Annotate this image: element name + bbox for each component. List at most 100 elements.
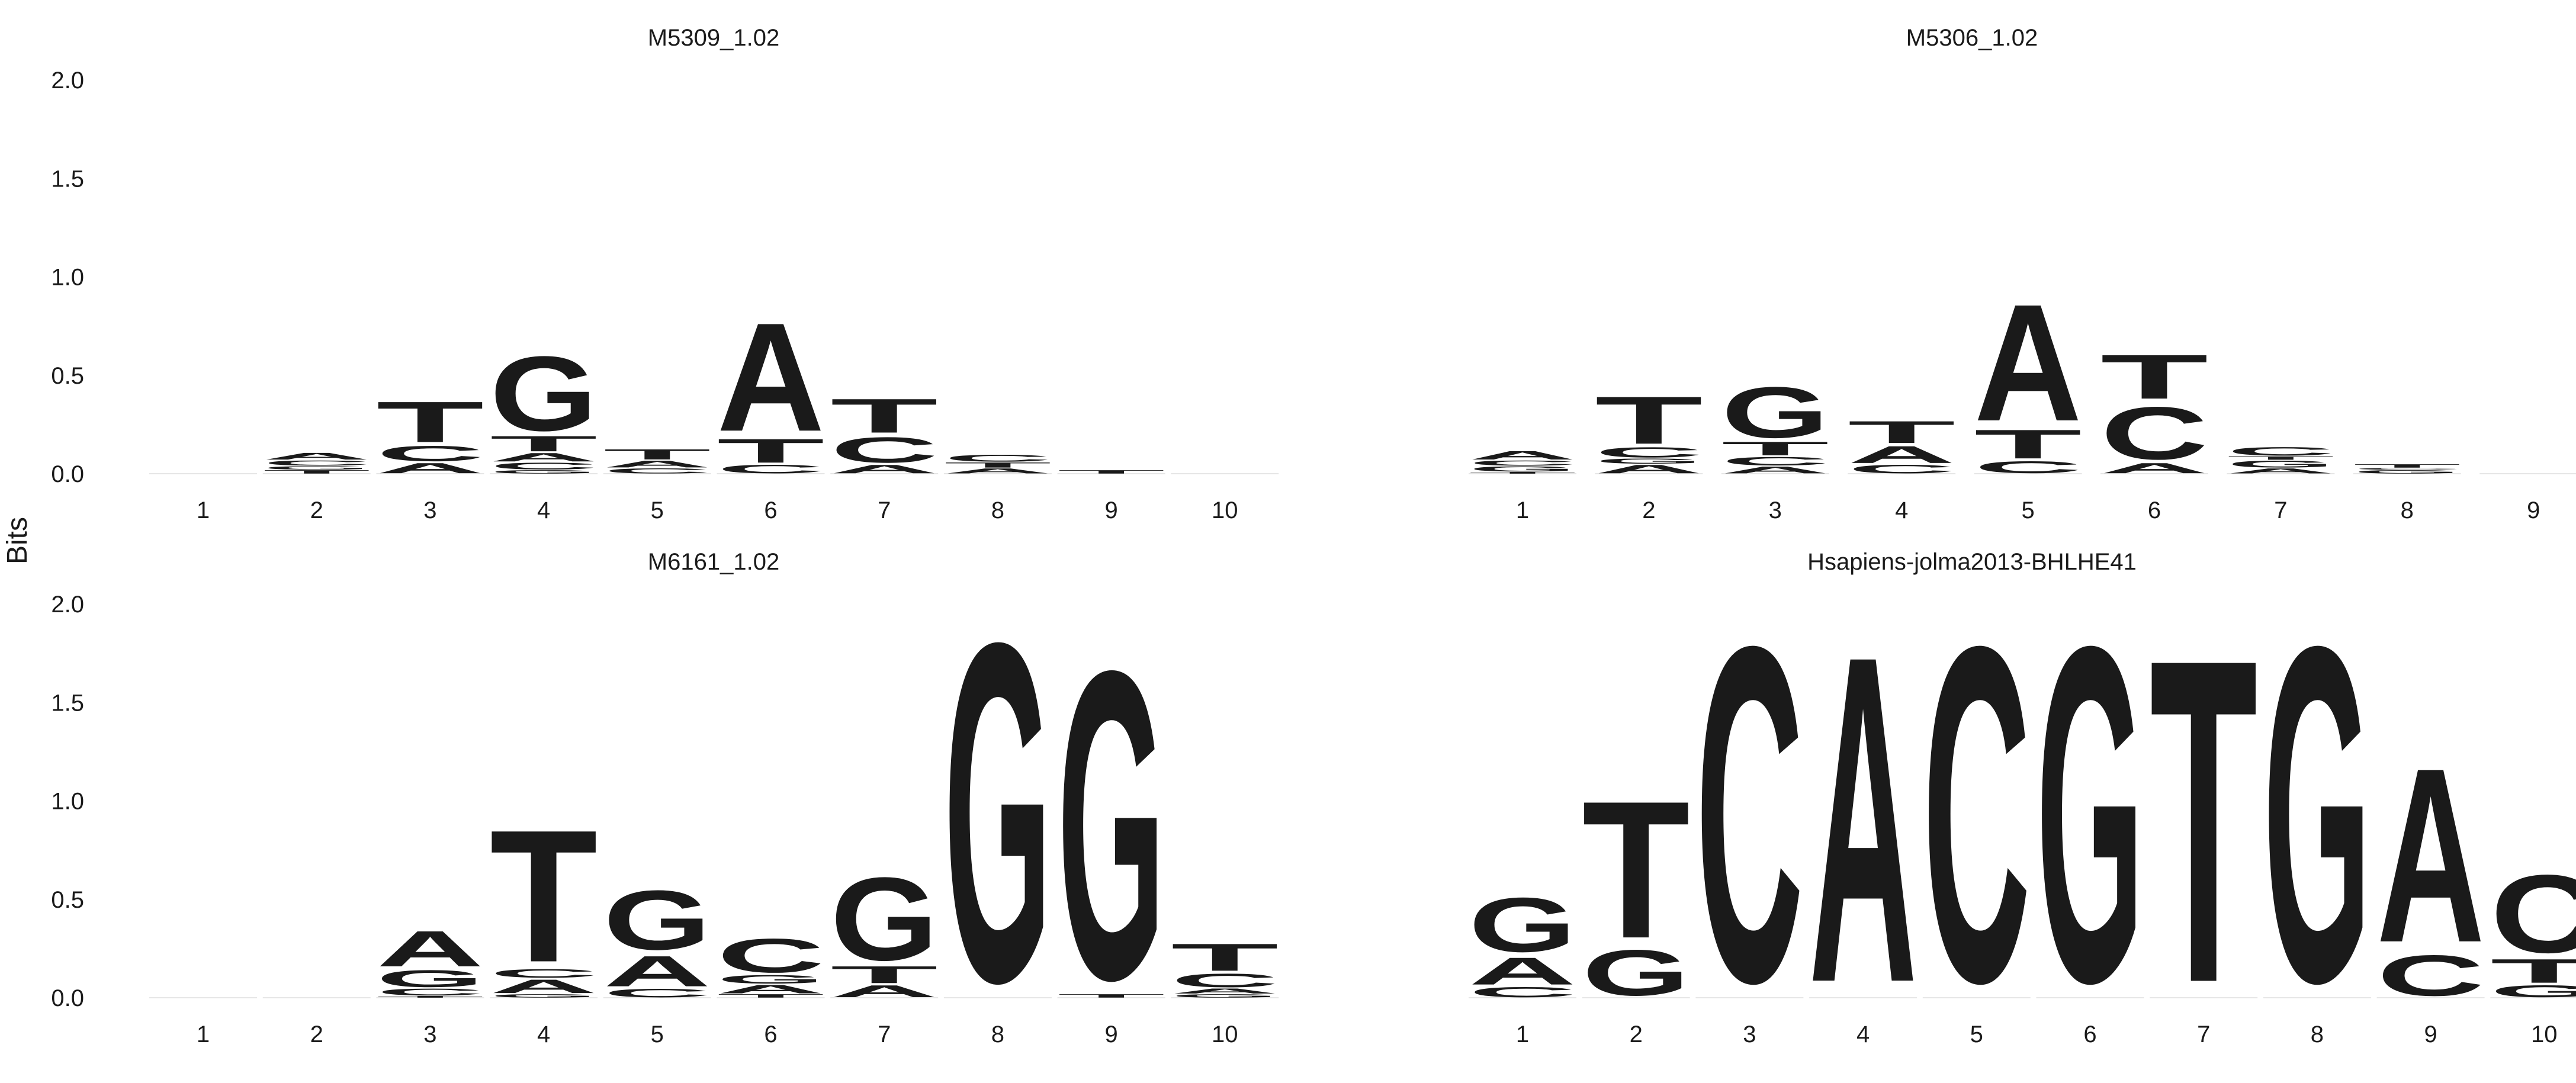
letter-A: A (1595, 462, 1703, 476)
letter-C: C (490, 966, 598, 980)
letter-C: C (376, 442, 484, 466)
x-tick-label: 9 (1104, 497, 1117, 523)
x-tick-label: 2 (1630, 1021, 1643, 1047)
letter-A: A (944, 467, 1052, 475)
y-tick-label: 1.0 (51, 265, 84, 291)
letter-G: G (2037, 548, 2144, 1082)
letter-T: T (830, 962, 938, 989)
letter-A: A (1809, 559, 1917, 1081)
x-tick-label: 9 (2527, 497, 2540, 523)
letter-C: C (717, 928, 825, 983)
letter-T: T (263, 469, 371, 474)
x-tick-label: 3 (423, 1021, 436, 1047)
letter-A: A (263, 451, 371, 461)
letter-C: C (1469, 459, 1576, 467)
letter-T: T (1171, 936, 1279, 979)
panel-title: Hsapiens-jolma2013-BHLHE41 (1807, 549, 2137, 575)
letter-T: T (944, 461, 1052, 469)
letter-C: C (1171, 970, 1279, 992)
x-tick-label: 3 (423, 497, 436, 523)
letter-C: C (490, 461, 598, 471)
logo-panel-2: M5306_1.021TGCA2AGCT3ACTG4CAT5CTA6ACT7AG… (1469, 25, 2576, 523)
letter-A: A (1469, 448, 1576, 462)
letter-C: C (2490, 852, 2576, 976)
letter-A: A (376, 921, 484, 978)
letter-G: G (376, 965, 484, 992)
letter-A: A (603, 459, 711, 470)
letter-T: T (1058, 993, 1165, 998)
letter-G: G (263, 465, 371, 471)
letter-G: G (1582, 936, 1690, 1010)
letter-A: A (376, 460, 484, 476)
letter-G: G (1171, 993, 1279, 998)
letter-C: C (1974, 458, 2082, 477)
x-tick-label: 2 (1642, 497, 1655, 523)
letter-T: T (1582, 760, 1690, 979)
letter-C: C (2227, 445, 2334, 458)
letter-C: C (603, 986, 711, 1000)
x-tick-label: 8 (991, 1021, 1004, 1047)
x-tick-label: 7 (2197, 1021, 2210, 1047)
letter-A: A (2377, 716, 2485, 995)
letter-G: G (830, 853, 938, 985)
panel-title: M5306_1.02 (1906, 25, 2038, 51)
panel-title: M5309_1.02 (648, 25, 779, 51)
x-tick-label: 7 (2274, 497, 2287, 523)
y-tick-label: 1.5 (51, 166, 84, 192)
letter-T: T (603, 446, 711, 462)
letter-T: T (490, 791, 598, 1001)
letter-A: A (830, 462, 938, 476)
x-tick-label: 10 (2531, 1021, 2558, 1047)
letter-C: C (2100, 391, 2208, 475)
letter-T: T (2150, 563, 2257, 1079)
x-tick-label: 8 (2401, 497, 2414, 523)
x-tick-label: 5 (651, 497, 664, 523)
letter-C: C (1923, 547, 2031, 1082)
letter-T: T (2353, 463, 2461, 468)
letter-G: G (1058, 579, 1165, 1071)
x-tick-label: 1 (1516, 1021, 1529, 1047)
letter-T: T (2100, 342, 2208, 412)
y-tick-label: 0.5 (51, 363, 84, 389)
letter-G: G (1721, 372, 1829, 453)
letter-T: T (830, 389, 938, 443)
letter-A: A (1974, 269, 2082, 456)
letter-C: C (1721, 454, 1829, 468)
letter-A: A (2100, 460, 2208, 476)
letter-A: A (2227, 467, 2334, 475)
x-tick-label: 5 (1970, 1021, 1983, 1047)
letter-A: A (490, 451, 598, 464)
letter-A: A (717, 982, 825, 996)
panel-title: M6161_1.02 (648, 549, 779, 575)
letter-A: A (830, 982, 938, 1001)
letter-C: C (717, 462, 825, 476)
letter-C: C (830, 430, 938, 470)
letter-T: T (490, 432, 598, 456)
x-tick-label: 8 (991, 497, 1004, 523)
letter-A: A (1848, 441, 1955, 468)
y-tick-label: 2.0 (51, 68, 84, 94)
x-tick-label: 4 (1895, 497, 1908, 523)
logo-panel-1: M5309_1.020.00.51.01.52.01 2TGCA3ACT4GCAT… (51, 25, 1279, 523)
letter-A: A (490, 976, 598, 998)
letter-T: T (717, 432, 825, 470)
letter-C: C (2353, 468, 2461, 471)
x-tick-label: 6 (2083, 1021, 2096, 1047)
x-tick-label: 8 (2311, 1021, 2324, 1047)
letter-G: G (490, 993, 598, 998)
y-tick-label: 2.0 (51, 592, 84, 618)
letter-A: A (1469, 950, 1576, 993)
letter-C: C (263, 459, 371, 467)
letter-C: C (1695, 547, 1803, 1082)
letter-G: G (2263, 548, 2371, 1082)
x-tick-label: 2 (310, 1021, 323, 1047)
x-tick-label: 9 (2424, 1021, 2437, 1047)
letter-C: C (1848, 462, 1955, 476)
letter-T: T (376, 390, 484, 455)
letter-G: G (490, 335, 598, 454)
letter-A: A (603, 947, 711, 996)
letter-G: G (1595, 457, 1703, 465)
letter-T: T (1058, 469, 1165, 474)
